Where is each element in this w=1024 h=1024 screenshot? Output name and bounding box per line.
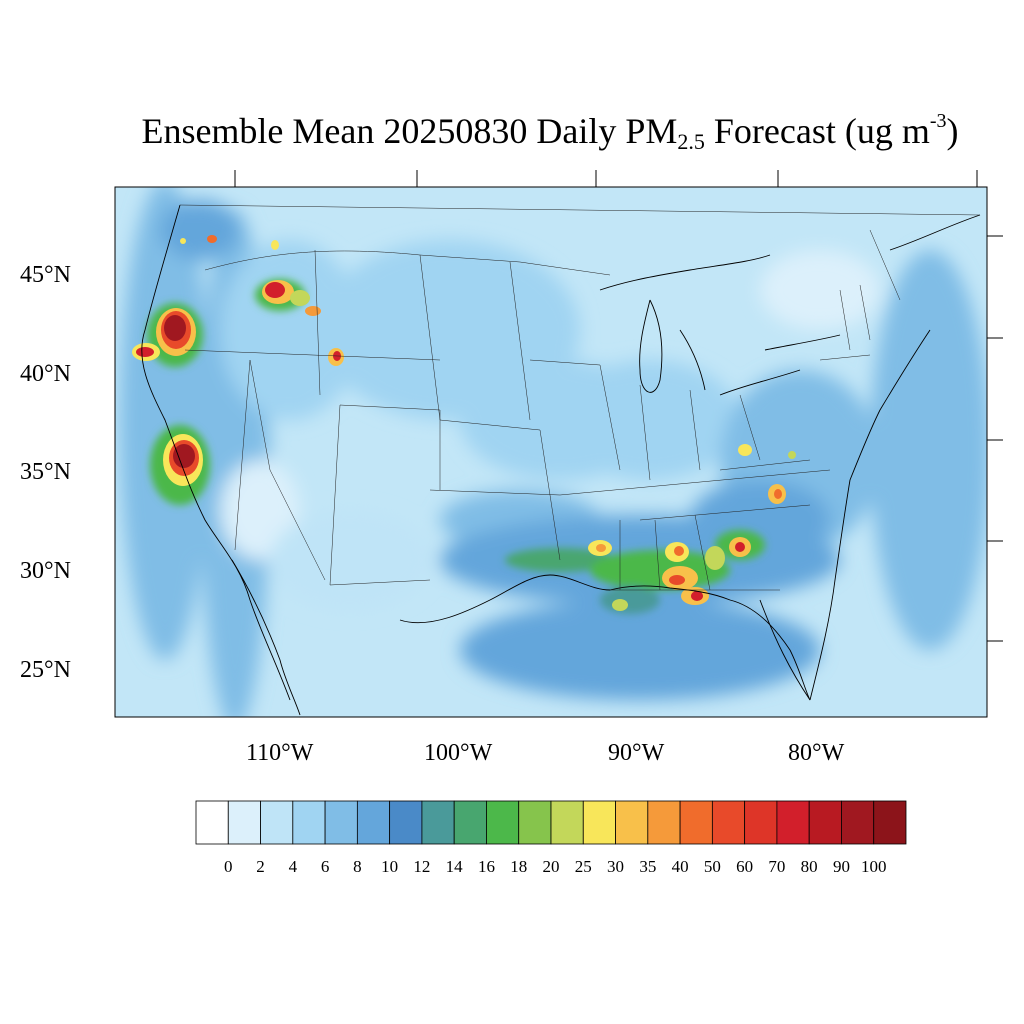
lat-label-30n: 30°N	[20, 558, 71, 584]
colorbar-tick-label: 25	[574, 857, 592, 876]
colorbar-swatch	[841, 800, 875, 845]
hotspot-central-california	[163, 434, 203, 486]
colorbar-tick-label: 50	[703, 857, 721, 876]
colorbar-swatch	[518, 800, 552, 845]
colorbar-swatch	[260, 800, 294, 845]
colorbar-tick-label: 30	[607, 857, 625, 876]
colorbar-tick-label: 0	[224, 857, 233, 876]
colorbar-swatch	[711, 800, 746, 845]
coastlines	[141, 204, 981, 716]
hotspot-idaho	[262, 280, 310, 306]
colorbar-swatch	[615, 800, 649, 845]
lon-label-90w: 90°W	[608, 740, 665, 766]
colorbar-tick-label: 12	[413, 857, 431, 876]
colorbar-swatch	[550, 800, 584, 845]
colorbar-tick-label: 70	[768, 857, 786, 876]
lon-label-110w: 110°W	[246, 740, 314, 766]
map-title: Ensemble Mean 20250830 Daily PM2.5 Forec…	[141, 110, 959, 154]
colorbar-tick-label: 16	[477, 857, 495, 876]
map-frame	[114, 186, 988, 718]
hotspot-northern-california	[132, 343, 160, 361]
lat-label-45n: 45°N	[20, 262, 71, 288]
lat-label-25n: 25°N	[20, 657, 71, 683]
colorbar-swatch	[421, 800, 455, 845]
colorbar-swatch	[486, 800, 520, 845]
state-borders	[179, 204, 981, 591]
colorbar-tick-label: 100	[860, 857, 887, 876]
colorbar-swatch	[776, 800, 810, 845]
colorbar-tick-label: 20	[542, 857, 560, 876]
hotspot-gulf-coast	[612, 587, 709, 611]
colorbar-tick-label: 10	[381, 857, 399, 876]
hotspot-louisiana	[588, 540, 612, 556]
colorbar-tick-label: 4	[288, 857, 298, 876]
colorbar-swatch	[679, 800, 713, 845]
colorbar-swatch	[324, 800, 358, 845]
colorbar-swatch	[873, 800, 907, 845]
colorbar-swatch	[453, 800, 487, 845]
map-field	[115, 187, 987, 717]
colorbar-tick-label: 90	[832, 857, 850, 876]
colorbar-tick-label: 14	[445, 857, 463, 876]
lon-label-80w: 80°W	[788, 740, 845, 766]
hotspot-mississippi-alabama	[662, 542, 725, 590]
colorbar-tick-label: 8	[353, 857, 362, 876]
colorbar-tick-label: 35	[639, 857, 657, 876]
colorbar-swatch	[808, 800, 842, 845]
colorbar-tick-label: 18	[510, 857, 528, 876]
colorbar-tick-label: 2	[256, 857, 265, 876]
colorbar-swatch	[647, 800, 681, 845]
colorbar-tick-label: 80	[800, 857, 818, 876]
colorbar-tick-label: 60	[736, 857, 754, 876]
hotspot-wyoming	[328, 348, 344, 366]
hotspot-georgia	[729, 537, 751, 557]
colorbar-swatch	[744, 800, 778, 845]
colorbar-swatch	[356, 800, 391, 845]
colorbar-tick-label: 6	[320, 857, 330, 876]
axis-ticks	[234, 170, 1003, 642]
lat-label-35n: 35°N	[20, 459, 71, 485]
colorbar-swatch	[389, 800, 423, 845]
colorbar-swatch	[292, 800, 326, 845]
hotspot-southern-oregon	[156, 308, 196, 356]
colorbar-swatch	[227, 800, 261, 845]
colorbar-swatch	[582, 800, 616, 845]
lon-label-100w: 100°W	[424, 740, 493, 766]
lat-label-40n: 40°N	[20, 361, 71, 387]
colorbar-swatch	[195, 800, 229, 845]
colorbar-tick-label: 40	[671, 857, 689, 876]
hotspot-north-carolina	[738, 444, 796, 504]
